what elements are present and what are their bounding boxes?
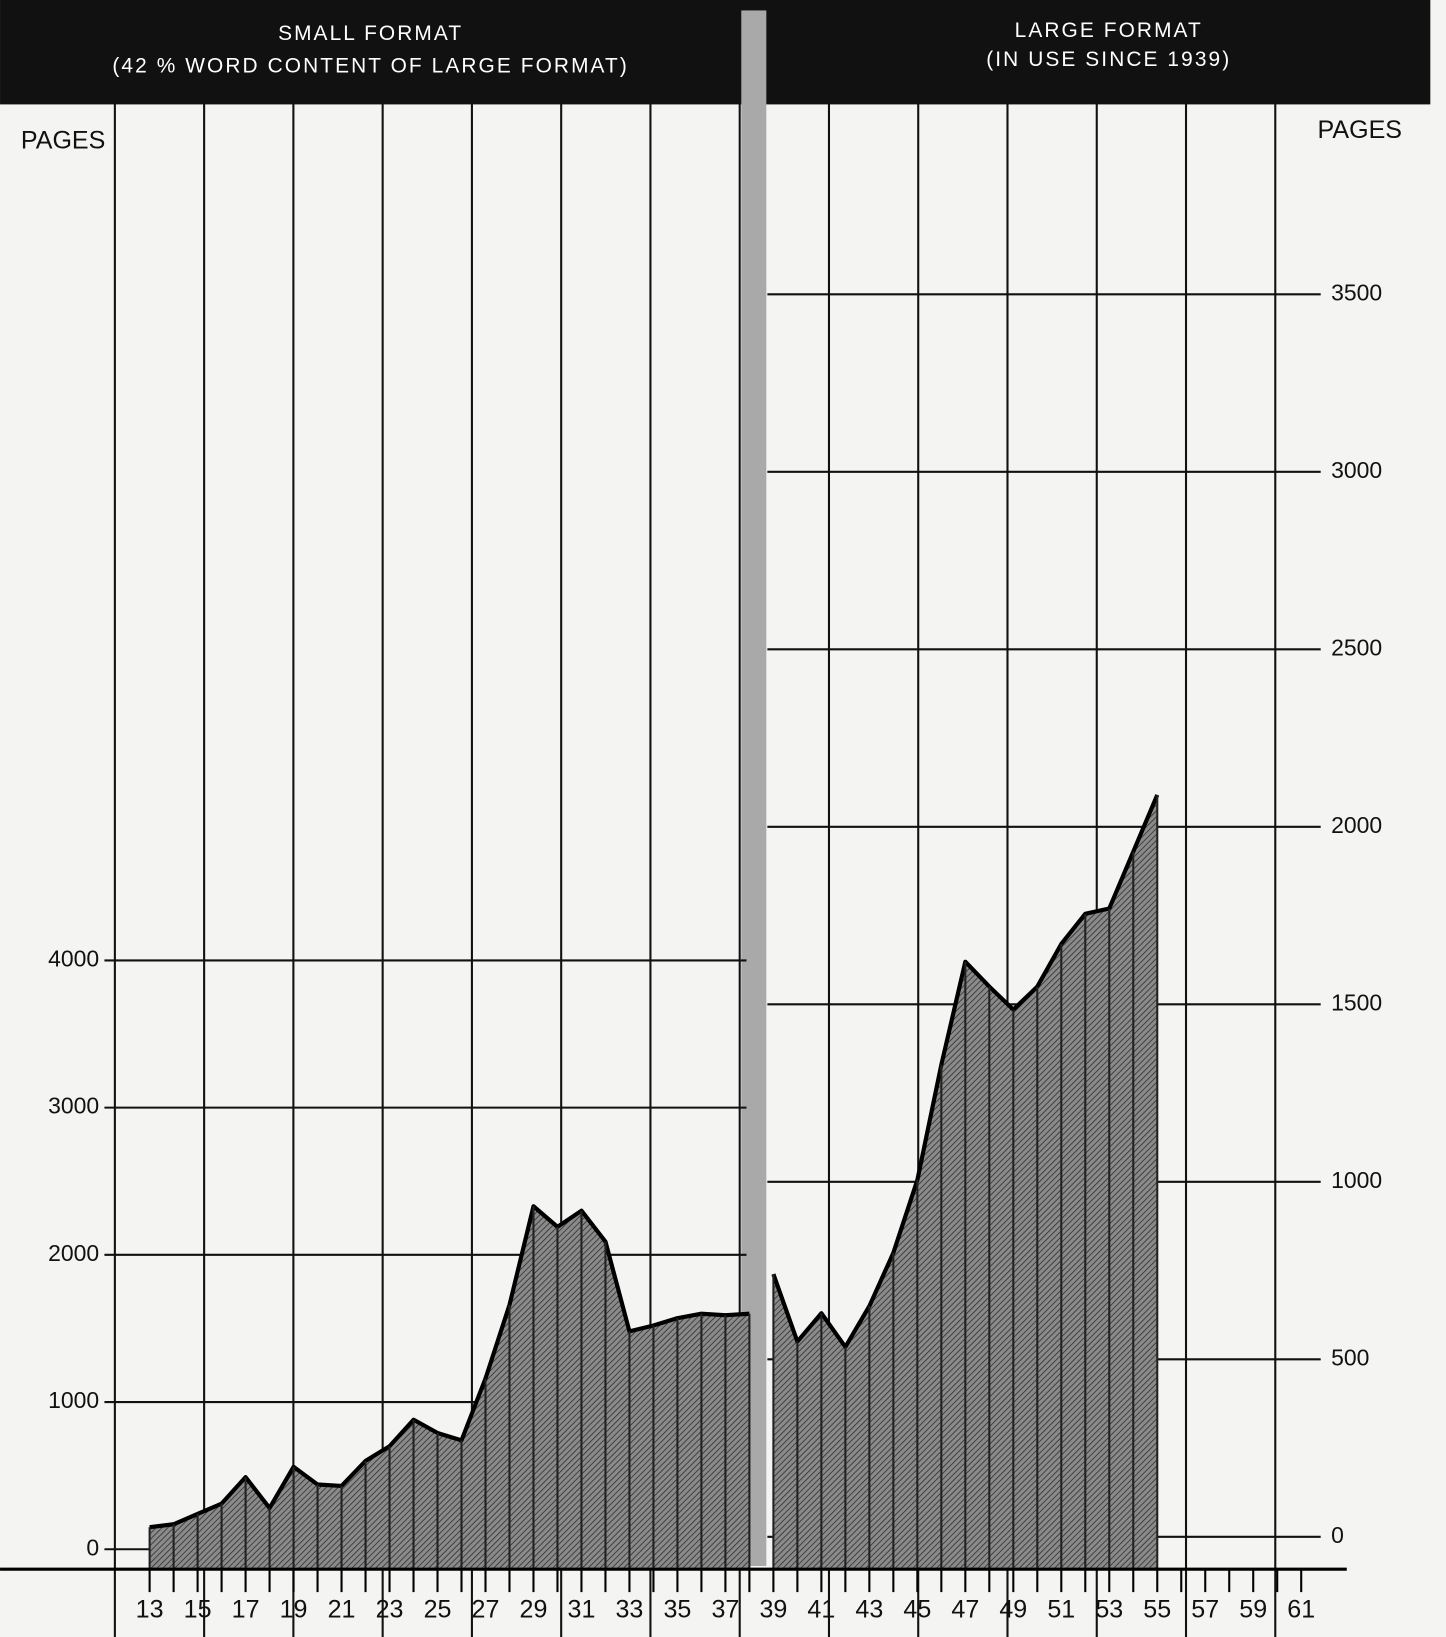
y2-tick-label: 500 [1331, 1344, 1369, 1370]
x-tick-label: 19 [280, 1596, 308, 1624]
format-divider [741, 10, 767, 1567]
x-tick-label: 33 [616, 1596, 644, 1624]
y-tick-label: 4000 [48, 945, 99, 971]
y2-tick-label: 2000 [1331, 812, 1382, 838]
x-tick-label: 21 [328, 1596, 356, 1624]
x-tick-label: 39 [759, 1596, 787, 1624]
y2-tick-label: 2500 [1331, 634, 1382, 660]
y-tick-label: 0 [86, 1534, 99, 1560]
x-tick-label: 29 [520, 1596, 548, 1624]
y-tick-label: 2000 [48, 1240, 99, 1266]
area [149, 1206, 750, 1570]
y-tick-label: 3000 [48, 1093, 99, 1119]
x-tick-label: 15 [184, 1596, 212, 1624]
x-tick-label: 25 [424, 1596, 452, 1624]
y2-tick-label: 3000 [1331, 457, 1382, 483]
x-tick-label: 27 [472, 1596, 500, 1624]
y2-tick-label: 0 [1331, 1522, 1344, 1548]
y2-tick-label: 1500 [1331, 989, 1382, 1015]
right-title: LARGE FORMAT [1015, 19, 1203, 42]
x-tick-label: 57 [1191, 1596, 1219, 1624]
x-tick-label: 31 [568, 1596, 596, 1624]
x-tick-label: 53 [1095, 1596, 1123, 1624]
y-axis-label: PAGES [21, 127, 105, 155]
x-tick-label: 43 [855, 1596, 883, 1624]
x-tick-label: 23 [376, 1596, 404, 1624]
y2-axis-label: PAGES [1318, 116, 1402, 144]
x-tick-label: 47 [951, 1596, 979, 1624]
x-tick-label: 41 [807, 1596, 835, 1624]
header-band [0, 0, 1431, 105]
y2-tick-label: 1000 [1331, 1167, 1382, 1193]
x-tick-label: 51 [1047, 1596, 1075, 1624]
x-tick-label: 49 [999, 1596, 1027, 1624]
y2-tick-label: 3500 [1331, 279, 1382, 305]
x-tick-label: 61 [1287, 1596, 1315, 1624]
y-tick-label: 1000 [48, 1387, 99, 1413]
x-tick-label: 45 [903, 1596, 931, 1624]
x-tick-label: 35 [663, 1596, 691, 1624]
line [149, 1204, 750, 1530]
x-tick-label: 17 [232, 1596, 260, 1624]
left-subtitle: (42 % WORD CONTENT OF LARGE FORMAT) [112, 54, 629, 77]
x-tick-label: 55 [1143, 1596, 1171, 1624]
x-tick-label: 59 [1239, 1596, 1267, 1624]
left-title: SMALL FORMAT [278, 22, 463, 45]
right-subtitle: (IN USE SINCE 1939) [986, 48, 1231, 71]
x-tick-label: 13 [136, 1596, 164, 1624]
x-tick-label: 37 [711, 1596, 739, 1624]
